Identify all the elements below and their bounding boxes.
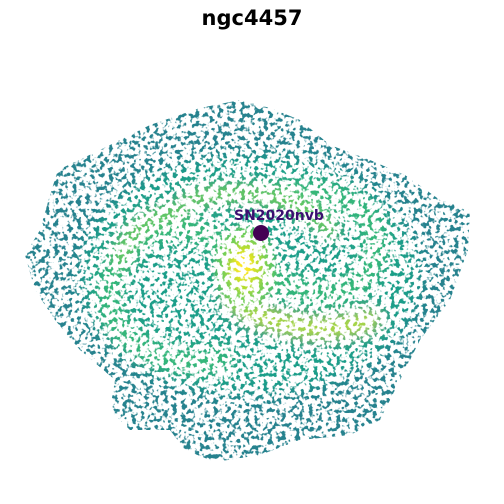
page-title: ngc4457 [201,6,303,30]
supernova-marker [253,225,269,241]
supernova-label: SN2020nvb [234,208,324,224]
galaxy-emission [25,100,470,462]
